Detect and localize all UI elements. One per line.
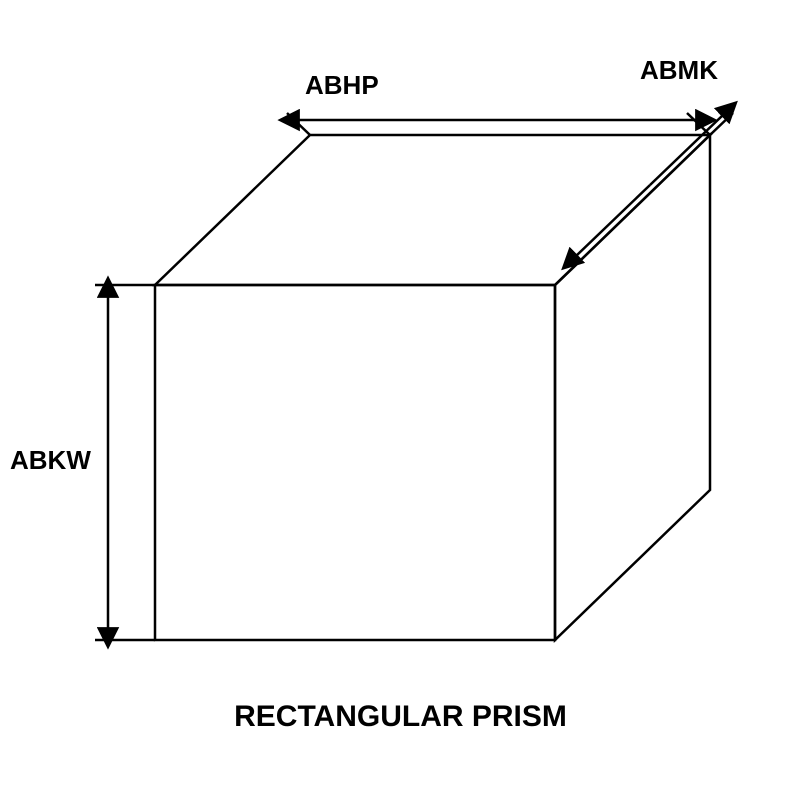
diagram-canvas: ABHP ABMK ABKW RECTANGULAR PRISM xyxy=(0,0,801,785)
prism-svg xyxy=(0,0,801,785)
dimension-label-height: ABKW xyxy=(10,445,91,476)
dimension-label-width: ABMK xyxy=(640,55,718,86)
dimension-label-length: ABHP xyxy=(305,70,379,101)
diagram-title: RECTANGULAR PRISM xyxy=(0,700,801,734)
